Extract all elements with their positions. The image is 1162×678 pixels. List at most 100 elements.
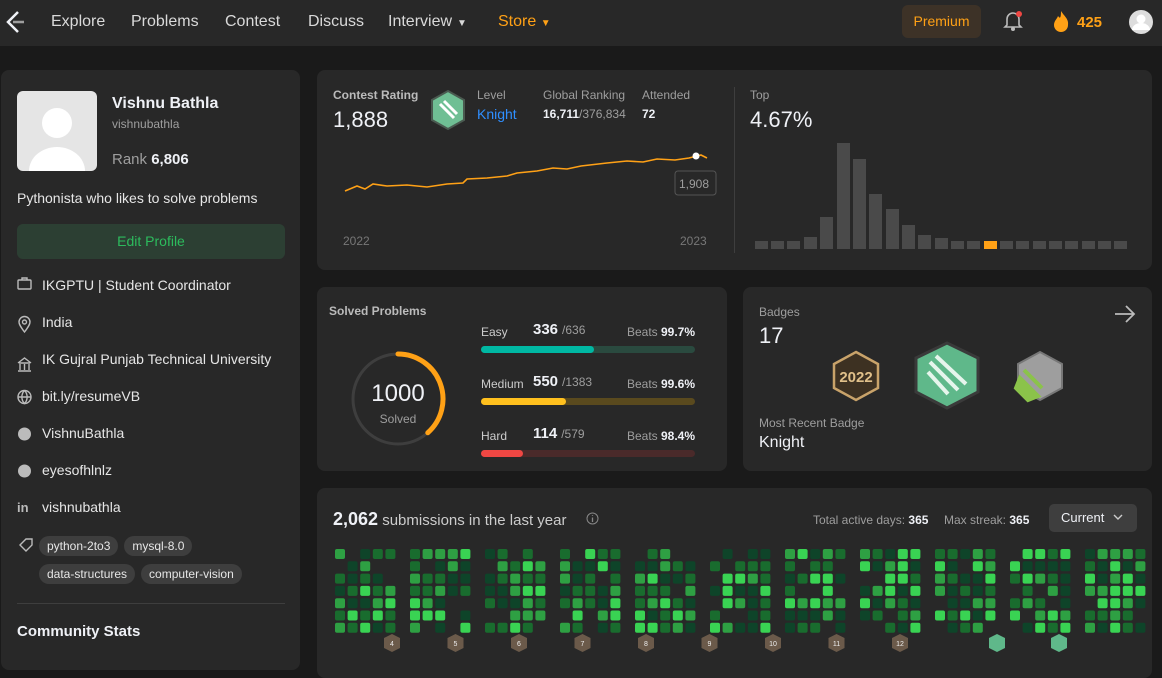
heat-cell bbox=[1035, 610, 1046, 621]
heat-cell bbox=[1010, 598, 1020, 609]
year-select[interactable]: Current bbox=[1049, 504, 1137, 532]
heat-cell bbox=[510, 622, 521, 633]
heat-cell bbox=[985, 549, 996, 559]
heat-cell bbox=[722, 585, 733, 596]
level-count: 114/579 bbox=[533, 425, 585, 442]
heat-cell bbox=[672, 610, 683, 621]
month-label: 11 bbox=[833, 641, 840, 648]
premium-button[interactable]: Premium bbox=[902, 5, 981, 38]
heat-cell bbox=[1122, 549, 1133, 559]
nav-item[interactable]: Contest bbox=[225, 13, 280, 31]
heat-cell bbox=[435, 622, 446, 633]
heat-cell bbox=[810, 610, 821, 621]
heat-cell bbox=[1122, 573, 1133, 584]
heat-cell bbox=[935, 549, 945, 559]
streak-label: Max streak: bbox=[944, 513, 1007, 527]
heat-cell bbox=[647, 622, 658, 633]
heat-cell bbox=[947, 598, 958, 609]
heat-cell bbox=[885, 561, 896, 572]
level-total: /636 bbox=[562, 323, 586, 337]
heat-cell bbox=[1110, 561, 1121, 572]
logo[interactable] bbox=[4, 10, 26, 34]
heat-cell bbox=[335, 549, 345, 559]
nav-item[interactable]: Explore bbox=[51, 13, 105, 31]
heat-cell bbox=[410, 573, 420, 584]
submissions-count: 2,062 bbox=[333, 509, 379, 529]
badges-arrow[interactable] bbox=[1114, 305, 1136, 323]
active-value: 365 bbox=[908, 513, 929, 527]
heat-cell bbox=[1047, 573, 1058, 584]
heat-cell bbox=[347, 585, 358, 596]
heat-cell bbox=[660, 549, 671, 559]
year-end: 2023 bbox=[680, 234, 707, 248]
heat-cell bbox=[422, 585, 433, 596]
heat-cell bbox=[572, 573, 583, 584]
profile-panel: Vishnu Bathla vishnubathla Rank 6,806 Py… bbox=[1, 70, 300, 670]
knight-badge-small bbox=[431, 89, 465, 131]
avatar-small[interactable] bbox=[1129, 10, 1153, 34]
skill-tag: python-2to3 bbox=[39, 536, 119, 556]
heat-cell bbox=[560, 549, 570, 559]
heat-cell bbox=[497, 573, 508, 584]
nav-item[interactable]: Problems bbox=[131, 13, 199, 31]
heat-cell bbox=[685, 585, 696, 596]
heat-cell bbox=[785, 549, 795, 559]
heat-cell bbox=[972, 585, 983, 596]
attended-value: 72 bbox=[642, 107, 656, 121]
heat-cell bbox=[972, 598, 983, 609]
nav-item[interactable]: Interview ▼ bbox=[388, 13, 467, 31]
heat-cell bbox=[372, 610, 383, 621]
heat-cell bbox=[835, 549, 846, 559]
heat-cell bbox=[610, 561, 621, 572]
rating-histogram bbox=[755, 143, 1127, 249]
heat-cell bbox=[447, 561, 458, 572]
heat-cell bbox=[585, 598, 596, 609]
heat-cell bbox=[822, 598, 833, 609]
heat-cell bbox=[735, 573, 746, 584]
heat-cell bbox=[897, 561, 908, 572]
tooltip: 1,908 bbox=[679, 177, 710, 191]
heat-cell bbox=[1060, 573, 1071, 584]
nav-item[interactable]: Discuss bbox=[308, 13, 364, 31]
heat-cell bbox=[872, 610, 883, 621]
fire-icon[interactable] bbox=[1052, 10, 1070, 32]
heat-cell bbox=[1047, 561, 1058, 572]
heat-cell bbox=[360, 549, 371, 559]
badge-icon bbox=[1051, 634, 1067, 652]
heat-cell bbox=[1047, 549, 1058, 559]
heat-cell bbox=[585, 561, 596, 572]
heat-cell bbox=[822, 585, 833, 596]
nav-store[interactable]: Store ▼ bbox=[498, 13, 551, 30]
heat-cell bbox=[860, 598, 870, 609]
bell-icon[interactable] bbox=[1003, 10, 1023, 32]
edit-profile-button[interactable]: Edit Profile bbox=[17, 224, 285, 259]
heat-cell bbox=[735, 561, 746, 572]
heat-cell bbox=[760, 549, 771, 559]
solved-ring bbox=[351, 351, 446, 446]
heat-cell bbox=[797, 573, 808, 584]
divider bbox=[734, 87, 735, 253]
month-label: 4 bbox=[390, 641, 394, 648]
heat-cell bbox=[797, 549, 808, 559]
heat-cell bbox=[535, 561, 546, 572]
heat-cell bbox=[1085, 573, 1095, 584]
heat-cell bbox=[647, 598, 658, 609]
month-label: 12 bbox=[896, 641, 904, 648]
heat-cell bbox=[785, 585, 795, 596]
heat-cell bbox=[972, 622, 983, 633]
heat-cell bbox=[597, 598, 608, 609]
heat-cell bbox=[522, 573, 533, 584]
month-badge bbox=[447, 634, 464, 652]
heat-cell bbox=[385, 585, 396, 596]
heat-cell bbox=[485, 585, 495, 596]
heat-cell bbox=[747, 561, 758, 572]
level-name: Medium bbox=[481, 377, 524, 391]
heat-cell bbox=[460, 622, 471, 633]
heat-cell bbox=[385, 622, 396, 633]
heat-cell bbox=[585, 549, 596, 559]
heat-cell bbox=[860, 561, 870, 572]
month-badge bbox=[384, 634, 400, 652]
info-icon[interactable] bbox=[586, 512, 599, 525]
rating-chart bbox=[344, 152, 717, 196]
heat-cell bbox=[522, 561, 533, 572]
